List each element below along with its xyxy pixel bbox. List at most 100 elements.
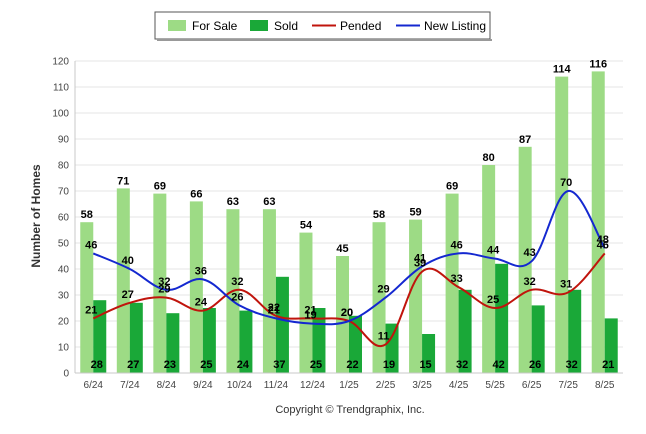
data-label-for-sale: 114 — [553, 64, 572, 76]
y-tick-label: 40 — [58, 265, 70, 276]
data-label-pended: 32 — [231, 276, 243, 288]
data-label-pended: 29 — [158, 284, 170, 296]
bar-sold — [349, 315, 362, 373]
data-label-new-listing: 70 — [560, 177, 572, 189]
data-label-for-sale: 69 — [154, 181, 166, 193]
data-label-pended: 22 — [268, 302, 280, 314]
legend-label-pended: Pended — [340, 19, 381, 33]
x-tick-label: 5/25 — [485, 380, 505, 391]
data-label-new-listing: 43 — [524, 247, 536, 259]
y-tick-label: 110 — [53, 83, 69, 94]
axis-layer: 0 10 20 30 40 50 60 70 80 90 100 110 120 6/24 7/24 8/24… — [52, 57, 623, 391]
data-label-sold: 21 — [602, 359, 614, 371]
data-label-pended: 32 — [524, 276, 536, 288]
data-label-new-listing: 40 — [122, 255, 134, 267]
data-label-sold: 32 — [456, 359, 468, 371]
bar-for-sale — [409, 219, 423, 373]
bar-sold — [495, 263, 509, 373]
data-label-new-listing: 36 — [195, 265, 207, 277]
data-label-new-listing: 26 — [231, 291, 243, 303]
x-tick-label: 12/24 — [300, 380, 325, 391]
data-label-sold: 37 — [273, 359, 285, 371]
data-label-sold: 23 — [164, 359, 176, 371]
y-tick-label: 90 — [58, 135, 70, 146]
legend-swatch-sold — [250, 20, 268, 31]
legend-box-shadow — [157, 39, 492, 41]
data-label-sold: 26 — [529, 359, 541, 371]
data-label-sold: 15 — [419, 359, 431, 371]
legend-label-for-sale: For Sale — [192, 19, 238, 33]
data-label-new-listing: 44 — [487, 245, 500, 257]
legend-label-new-listing: New Listing — [424, 19, 486, 33]
data-label-new-listing: 32 — [158, 276, 170, 288]
data-label-sold: 25 — [310, 359, 322, 371]
bar-for-sale — [336, 256, 349, 373]
bar-for-sale — [482, 165, 496, 373]
x-tick-label: 7/24 — [120, 380, 140, 391]
y-tick-label: 20 — [58, 317, 70, 328]
line-new-listing — [92, 190, 606, 326]
data-label-sold: 24 — [237, 359, 250, 371]
y-axis-title: Number of Homes — [29, 164, 43, 268]
data-label-for-sale: 116 — [589, 58, 607, 70]
bar-sold — [385, 323, 399, 373]
data-label-sold: 28 — [91, 359, 103, 371]
y-tick-label: 100 — [52, 109, 69, 120]
data-label-sold: 19 — [383, 359, 395, 371]
x-tick-label: 8/24 — [157, 380, 177, 391]
data-label-for-sale: 69 — [446, 181, 458, 193]
legend-swatch-for-sale — [168, 20, 186, 31]
data-label-for-sale: 63 — [263, 196, 275, 208]
data-label-sold: 42 — [493, 359, 505, 371]
data-label-new-listing: 20 — [341, 307, 353, 319]
line-layer — [92, 190, 606, 348]
data-label-pended: 39 — [414, 258, 426, 270]
data-label-pended: 31 — [560, 278, 572, 290]
data-label-sold: 25 — [200, 359, 212, 371]
y-tick-label: 0 — [63, 369, 69, 380]
bar-for-sale — [189, 201, 203, 373]
y-tick-label: 120 — [52, 57, 69, 68]
bar-layer — [80, 71, 618, 374]
data-label-pended: 33 — [450, 273, 462, 285]
data-label-new-listing: 48 — [597, 234, 609, 246]
x-tick-label: 3/25 — [412, 380, 432, 391]
data-label-for-sale: 71 — [117, 175, 129, 187]
bar-sold — [93, 300, 107, 373]
data-label-for-sale: 58 — [373, 209, 385, 221]
bar-sold — [239, 310, 253, 373]
x-tick-label: 10/24 — [227, 380, 252, 391]
bar-sold — [275, 276, 289, 373]
data-label-for-sale: 66 — [190, 188, 202, 200]
data-label-pended: 25 — [487, 294, 499, 306]
legend: For Sale Sold Pended New Listing — [154, 11, 492, 41]
data-label-for-sale: 59 — [409, 207, 421, 219]
bar-sold — [422, 334, 436, 373]
y-tick-label: 70 — [58, 187, 70, 198]
data-label-for-sale: 58 — [81, 209, 93, 221]
data-label-new-listing: 41 — [414, 252, 426, 264]
x-tick-label: 8/25 — [595, 380, 615, 391]
x-tick-label: 9/24 — [193, 380, 213, 391]
data-label-for-sale: 63 — [227, 196, 239, 208]
y-tick-label: 50 — [58, 239, 70, 250]
data-label-for-sale: 87 — [519, 134, 531, 146]
data-label-sold: 32 — [566, 359, 578, 371]
bar-sold — [129, 302, 143, 373]
bar-sold — [531, 305, 545, 373]
y-tick-label: 80 — [58, 161, 70, 172]
y-tick-label: 10 — [58, 343, 70, 354]
data-label-pended: 24 — [195, 297, 208, 309]
x-tick-label: 6/25 — [522, 380, 542, 391]
bar-for-sale — [299, 232, 313, 373]
y-tick-label: 60 — [58, 213, 70, 224]
x-tick-label: 2/25 — [376, 380, 396, 391]
x-tick-label: 1/25 — [339, 380, 359, 391]
data-label-for-sale: 45 — [336, 243, 348, 255]
bar-sold — [166, 313, 180, 373]
bar-sold — [458, 289, 472, 373]
data-label-pended: 20 — [341, 307, 353, 319]
legend-label-sold: Sold — [274, 19, 298, 33]
data-label-new-listing: 29 — [377, 284, 389, 296]
